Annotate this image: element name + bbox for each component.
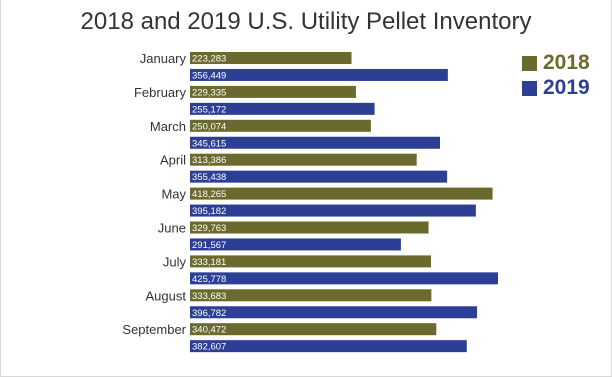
legend-item-2018: 2018 xyxy=(522,51,590,74)
bar-2019-may xyxy=(190,204,476,217)
data-label-2018-june: 329,763 xyxy=(192,223,226,234)
legend-label-2019: 2019 xyxy=(543,76,590,99)
bar-2018-may xyxy=(190,187,493,200)
legend-swatch-2019 xyxy=(522,80,537,96)
bar-2019-august xyxy=(190,306,478,319)
bar-2018-january xyxy=(190,52,352,64)
data-label-2019-may: 395,182 xyxy=(192,206,226,217)
bar-2018-september xyxy=(190,323,437,336)
category-label-february: February xyxy=(134,85,187,100)
legend-item-2019: 2019 xyxy=(522,76,590,99)
bar-2018-june xyxy=(190,221,429,234)
bar-2018-july xyxy=(190,255,432,268)
data-label-2019-march: 345,615 xyxy=(192,138,226,149)
data-label-2019-june: 291,567 xyxy=(192,240,226,251)
bar-2018-august xyxy=(190,289,432,302)
legend: 2018 2019 xyxy=(522,51,590,102)
bar-2018-march xyxy=(190,119,371,132)
category-label-june: June xyxy=(158,221,186,236)
data-label-2018-april: 313,386 xyxy=(192,155,226,166)
data-label-2019-april: 355,438 xyxy=(192,172,226,183)
data-label-2019-september: 382,607 xyxy=(192,342,226,353)
data-label-2019-july: 425,778 xyxy=(192,274,226,285)
bar-2019-april xyxy=(190,170,448,183)
chart-title: 2018 and 2019 U.S. Utility Pellet Invent… xyxy=(80,8,532,35)
category-label-january: January xyxy=(140,51,187,66)
data-label-2018-september: 340,472 xyxy=(192,325,226,336)
legend-swatch-2018 xyxy=(522,55,537,71)
category-label-march: March xyxy=(150,119,186,134)
data-label-2019-january: 356,449 xyxy=(192,70,226,81)
category-label-may: May xyxy=(161,187,186,202)
legend-label-2018: 2018 xyxy=(543,51,590,74)
category-label-august: August xyxy=(146,288,187,303)
bar-2019-july xyxy=(190,272,498,285)
data-label-2018-february: 229,335 xyxy=(192,87,226,98)
data-label-2018-august: 333,683 xyxy=(192,291,226,302)
bar-2019-march xyxy=(190,136,441,149)
category-label-july: July xyxy=(163,254,187,269)
bar-2019-february xyxy=(190,102,375,115)
data-label-2019-august: 396,782 xyxy=(192,308,226,319)
bar-2019-june xyxy=(190,238,401,251)
bar-2018-april xyxy=(190,153,417,166)
category-label-april: April xyxy=(160,153,186,168)
data-label-2018-january: 223,283 xyxy=(192,54,226,65)
bar-2019-january xyxy=(190,68,448,81)
data-label-2018-march: 250,074 xyxy=(192,121,226,132)
bar-2019-september xyxy=(190,340,467,353)
data-label-2018-may: 418,265 xyxy=(192,189,226,200)
bar-2018-february xyxy=(190,85,356,98)
data-label-2019-february: 255,172 xyxy=(192,104,226,115)
data-label-2018-july: 333,181 xyxy=(192,257,226,268)
category-label-september: September xyxy=(122,322,186,337)
